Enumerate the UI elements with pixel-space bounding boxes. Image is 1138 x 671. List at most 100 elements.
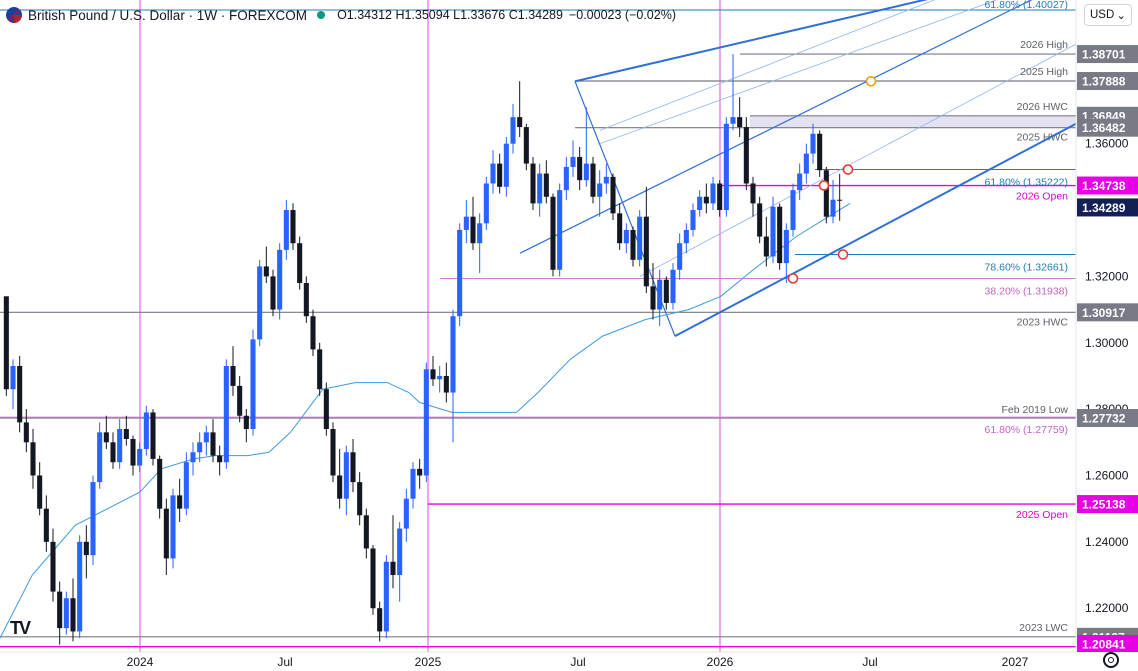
candle-body [783,229,789,264]
level-label: 61.80% (1.40027) [985,0,1068,11]
candle-body [663,279,669,303]
candle-body [97,432,103,483]
price-badge [1077,72,1138,91]
candle [617,203,623,250]
candle-body [510,117,516,144]
candle-body [217,455,223,463]
candle-body [343,452,349,499]
x-tick-label: 2025 [415,655,442,669]
ohlc-values: O1.34312 H1.35094 L1.33676 C1.34289 [337,8,563,22]
market-status-icon [317,11,326,19]
candle-body [77,541,83,632]
candle-body [590,163,596,197]
candle [590,156,596,204]
candle-body [483,183,489,224]
candle [657,269,663,327]
candle-body [417,468,423,476]
gear-icon[interactable] [1103,652,1119,668]
candle [383,555,389,639]
candle [510,103,516,154]
candle [170,488,176,569]
candle-body [163,508,169,559]
candle [670,263,676,310]
candle-body [403,498,409,529]
candle-body [557,190,563,270]
candle-body [63,598,69,629]
candle [577,146,583,191]
candle-body [337,475,343,499]
x-tick-label: 2027 [1002,655,1029,669]
candle [583,107,589,187]
time-axis: 2024 Jul 2025 Jul 2026 Jul 2027 [0,651,1138,671]
candle-body [597,183,603,197]
candle [397,521,403,602]
y-tick-label: 1.26000 [1085,468,1129,482]
candle [250,329,256,436]
candle-body [683,229,689,244]
touch-marker [818,180,830,191]
level-label: 2023 HWC [1017,316,1069,328]
price-badge [1077,495,1138,514]
candle-body [117,429,123,463]
candle-body [350,452,356,483]
candle [90,475,96,566]
candle-body [250,339,256,430]
gbp-flag-icon [6,7,22,23]
candle-body [790,190,796,230]
price-badge [1077,303,1138,322]
time-axis-background [0,652,1138,671]
candle [457,223,463,327]
candle-body [583,163,589,181]
candle-body [150,412,156,459]
candle-body [477,223,483,244]
chevron-down-icon: ⌄ [1116,10,1126,22]
candle-body [70,598,76,632]
candle [497,153,503,194]
candle [83,525,89,579]
candle-body [450,316,456,393]
price-badge [1077,118,1138,137]
candle-body [303,283,309,317]
candle-body [330,429,336,476]
pitchfork-line [639,43,1077,277]
candle-body [377,608,383,632]
candle-body [323,389,329,430]
candle [710,176,716,211]
candle [790,183,796,237]
candle [610,173,616,220]
tradingview-logo: TV [10,618,31,638]
candle [30,429,36,489]
candle [330,422,336,483]
candle-body [317,349,323,390]
candle [77,535,83,639]
candle-body [430,369,436,380]
candles [3,54,843,645]
candle [263,246,269,284]
candle-body [203,432,209,443]
candle-body [757,203,763,237]
symbol-title[interactable]: British Pound / U.S. Dollar · 1W · FOREX… [28,7,308,23]
candle-body [523,127,529,164]
candle-body [503,143,509,187]
candle-body [90,482,96,556]
candle-body [357,482,363,516]
candle-body [270,276,276,310]
candle-body [17,365,23,423]
resistance-zone [750,115,1076,128]
candle [257,259,263,347]
last-price-badge [1077,198,1138,217]
candle [443,362,449,403]
candle [123,415,129,446]
candle [663,276,669,310]
candle-body [110,442,116,463]
candle-body [43,508,49,542]
candle [190,442,196,476]
candle-body [810,133,816,154]
candle-body [530,163,536,204]
candle [97,422,103,489]
candle-body [657,279,663,310]
candle [423,362,429,483]
currency-selector[interactable]: USD ⌄ [1084,4,1132,26]
candle [410,462,416,509]
